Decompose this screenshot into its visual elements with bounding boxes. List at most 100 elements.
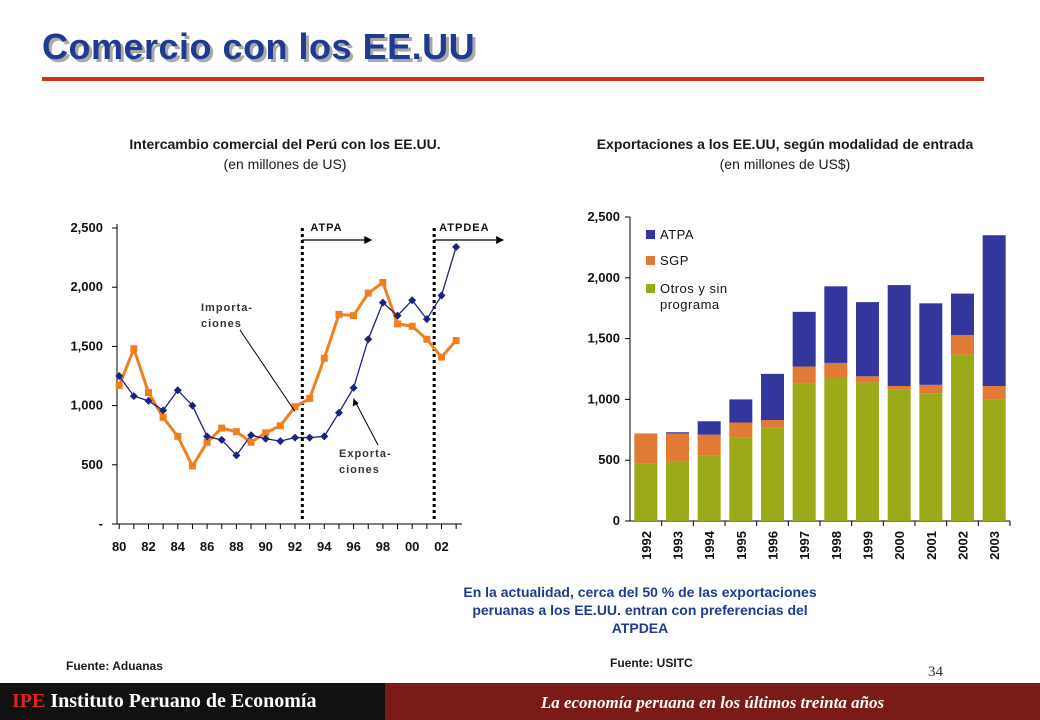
imports-point <box>306 394 314 402</box>
footer-brand-name: Instituto Peruano de Economía <box>50 690 317 712</box>
x-tick-label: 96 <box>346 539 360 554</box>
x-tick-label: 00 <box>405 539 419 554</box>
annotation-arrowhead <box>496 236 505 244</box>
left-chart-source: Fuente: Aduanas <box>66 659 163 673</box>
right-chart-source: Fuente: USITC <box>610 656 693 670</box>
exports-series-label: ciones <box>339 464 380 476</box>
x-tick-label: 82 <box>141 539 155 554</box>
y-tick-label: - <box>99 516 103 531</box>
bar-segment-otros-y-sin-programa <box>824 377 848 521</box>
exports-label-pointer <box>353 398 379 446</box>
imports-point <box>364 289 372 297</box>
bar-segment-atpa <box>887 285 911 387</box>
legend-label: ATPA <box>660 227 694 242</box>
imports-point <box>174 432 182 440</box>
bar-segment-atpa <box>951 293 974 335</box>
bar-segment-otros-y-sin-programa <box>792 383 816 521</box>
legend-swatch <box>646 284 655 293</box>
bar-segment-atpa <box>729 399 753 423</box>
exports-point <box>422 315 431 324</box>
exports-point <box>217 435 226 444</box>
imports-point <box>159 413 167 421</box>
bar-segment-atpa <box>919 303 943 385</box>
bar-segment-sgp <box>792 366 816 384</box>
imports-label-pointer <box>239 329 296 412</box>
exports-point <box>247 431 256 440</box>
bar-segment-otros-y-sin-programa <box>761 427 784 521</box>
bar-segment-otros-y-sin-programa <box>856 382 879 521</box>
imports-point <box>188 462 196 470</box>
left-chart-subtitle: (en millones de US) <box>223 156 347 172</box>
imports-point <box>423 335 431 343</box>
exports-point <box>144 396 153 405</box>
x-tick-label: 2000 <box>892 531 907 560</box>
bar-segment-atpa <box>824 286 848 363</box>
bar-segment-atpa <box>666 432 689 434</box>
exports-point <box>129 392 138 401</box>
bar-segment-sgp <box>919 384 943 394</box>
exports-point <box>290 433 299 442</box>
x-tick-label: 1999 <box>861 531 876 560</box>
exports-point <box>276 437 285 446</box>
annotation-arrowhead <box>364 236 373 244</box>
y-tick-label: 2,000 <box>70 279 103 294</box>
x-tick-label: 2001 <box>924 531 939 560</box>
exports-point <box>159 406 168 415</box>
summary-note: En la actualidad, cerca del 50 % de las … <box>463 584 817 636</box>
x-tick-label: 84 <box>171 539 186 554</box>
x-tick-label: 1992 <box>639 531 654 560</box>
imports-point <box>335 310 343 318</box>
left-chart-title-block: Intercambio comercial del Perú con los E… <box>60 134 510 174</box>
y-tick-label: 1,500 <box>587 331 620 346</box>
bar-segment-otros-y-sin-programa <box>982 399 1006 521</box>
bar-segment-atpa <box>792 311 816 367</box>
x-tick-label: 2003 <box>987 531 1002 560</box>
footer-subtitle: La economía peruana en los últimos trein… <box>540 693 885 712</box>
x-tick-label: 2002 <box>956 531 971 560</box>
exports-point <box>203 432 212 441</box>
x-tick-label: 80 <box>112 539 126 554</box>
bar-segment-otros-y-sin-programa <box>887 389 911 521</box>
page-number: 34 <box>928 664 943 680</box>
annotation-label: ATPDEA <box>439 222 489 234</box>
imports-point <box>247 438 255 446</box>
bar-segment-sgp <box>982 386 1006 400</box>
y-tick-label: 1,500 <box>70 338 103 353</box>
imports-series-label: ciones <box>201 318 242 330</box>
legend-label: programa <box>660 297 720 312</box>
title-underline <box>42 77 984 81</box>
exports-point <box>173 386 182 395</box>
y-tick-label: 1,000 <box>70 398 103 413</box>
exports-point <box>261 434 270 443</box>
x-tick-label: 02 <box>434 539 448 554</box>
x-tick-label: 1998 <box>829 531 844 560</box>
imports-point <box>276 422 284 430</box>
imports-point <box>291 403 299 411</box>
exports-point <box>349 383 358 392</box>
x-tick-label: 94 <box>317 539 332 554</box>
imports-point <box>203 438 211 446</box>
bar-segment-sgp <box>666 433 689 462</box>
bar-segment-otros-y-sin-programa <box>697 455 721 521</box>
x-tick-label: 90 <box>258 539 272 554</box>
exports-point <box>378 298 387 307</box>
x-tick-label: 1994 <box>702 530 717 560</box>
y-tick-label: 500 <box>598 452 620 467</box>
x-tick-label: 1997 <box>797 531 812 560</box>
imports-point <box>437 353 445 361</box>
bar-segment-otros-y-sin-programa <box>666 461 689 521</box>
imports-point <box>115 381 123 389</box>
y-tick-label: 1,000 <box>587 391 620 406</box>
bar-segment-sgp <box>761 420 784 428</box>
bar-segment-atpa <box>761 373 784 421</box>
imports-point <box>394 320 402 328</box>
bar-segment-atpa <box>697 421 721 435</box>
bar-segment-atpa <box>856 302 879 377</box>
imports-point <box>232 428 240 436</box>
exports-point <box>188 401 197 410</box>
exports-point <box>393 311 402 320</box>
legend-swatch <box>646 230 655 239</box>
right-chart-subtitle: (en millones de US$) <box>719 156 851 172</box>
exports-point <box>364 335 373 344</box>
